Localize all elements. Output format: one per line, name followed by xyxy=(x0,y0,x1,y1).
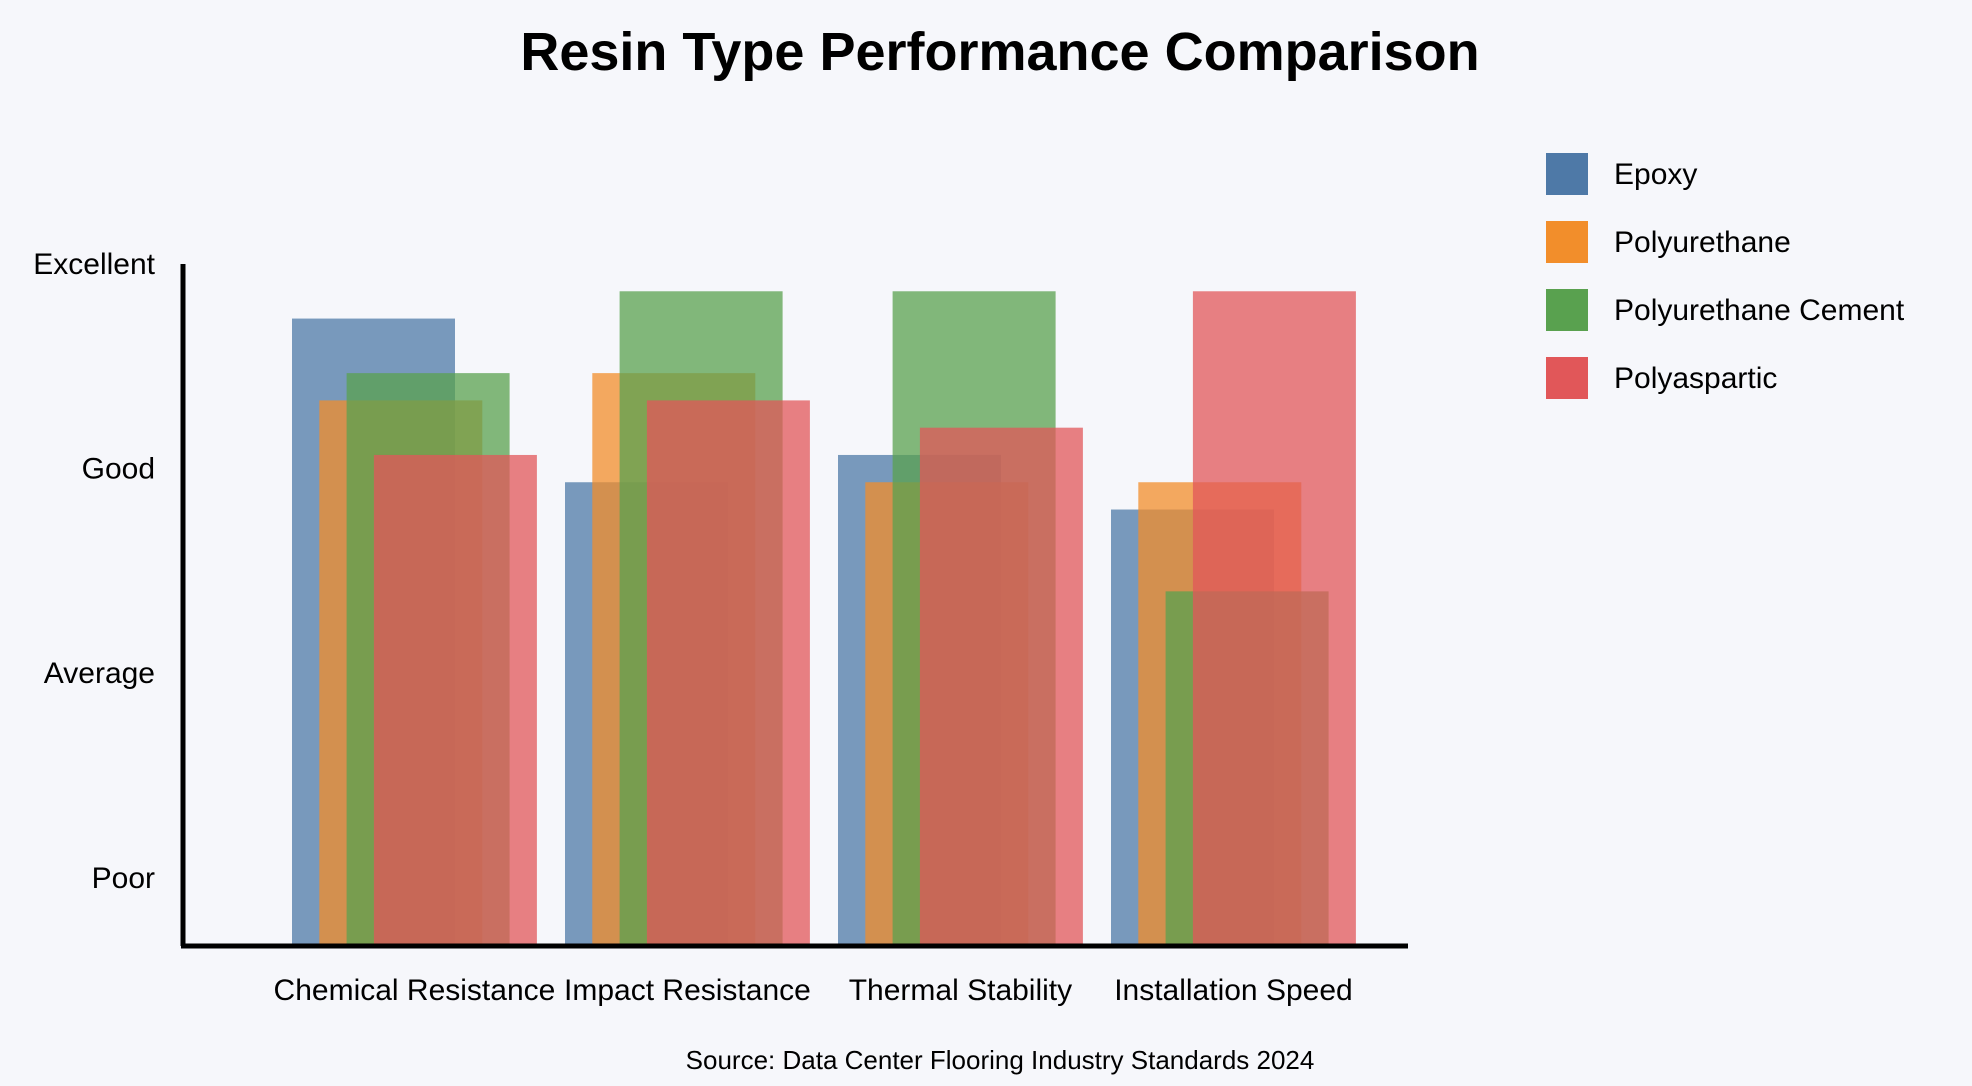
source-note: Source: Data Center Flooring Industry St… xyxy=(686,1045,1315,1075)
y-tick-labels: Poor Average Good Excellent xyxy=(33,248,155,895)
x-tick-impact-resistance: Impact Resistance xyxy=(564,974,811,1007)
bars-layer xyxy=(292,291,1356,946)
legend-label-polyurethane-cement: Polyurethane Cement xyxy=(1614,294,1905,327)
x-tick-chemical-resistance: Chemical Resistance xyxy=(274,974,556,1007)
x-tick-thermal-stability: Thermal Stability xyxy=(849,974,1072,1007)
bar-polyaspartic-thermal-stability xyxy=(919,427,1083,946)
legend: Epoxy Polyurethane Polyurethane Cement Poly… xyxy=(1546,153,1905,399)
legend-swatch-epoxy xyxy=(1546,153,1588,195)
bar-polyaspartic-installation-speed xyxy=(1192,291,1356,946)
bar-polyaspartic-impact-resistance xyxy=(646,400,810,946)
legend-swatch-polyurethane xyxy=(1546,221,1588,263)
bar-polyaspartic-chemical-resistance xyxy=(373,454,537,946)
x-tick-labels: Chemical Resistance Impact Resistance Ther… xyxy=(274,974,1353,1007)
legend-swatch-polyurethane-cement xyxy=(1546,289,1588,331)
x-tick-installation-speed: Installation Speed xyxy=(1114,974,1353,1007)
legend-label-polyurethane: Polyurethane xyxy=(1614,226,1791,259)
y-tick-poor: Poor xyxy=(92,862,155,895)
chart-title: Resin Type Performance Comparison xyxy=(520,22,1479,82)
legend-label-epoxy: Epoxy xyxy=(1614,158,1697,191)
legend-label-polyaspartic: Polyaspartic xyxy=(1614,362,1777,395)
y-tick-good: Good xyxy=(82,453,155,486)
legend-swatch-polyaspartic xyxy=(1546,357,1588,399)
y-tick-excellent: Excellent xyxy=(33,248,155,281)
y-tick-average: Average xyxy=(44,657,155,690)
